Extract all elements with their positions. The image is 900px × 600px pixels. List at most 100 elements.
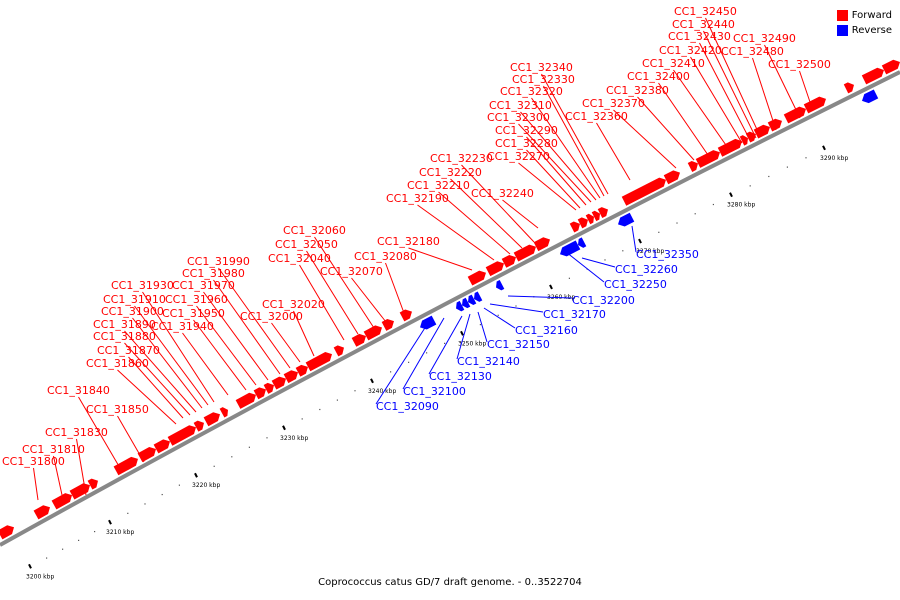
- forward-gene: [501, 254, 517, 268]
- gene-leader-line: [203, 291, 269, 381]
- forward-gene: [271, 376, 286, 390]
- minor-tick: [426, 352, 428, 354]
- gene-leader-line: [117, 369, 177, 425]
- gene-label: CC1_32150: [487, 338, 550, 351]
- major-tick: [194, 472, 198, 478]
- major-tick: [370, 378, 374, 384]
- tick-label: 3210 kbp: [106, 529, 134, 536]
- gene-label: CC1_31870: [97, 344, 160, 357]
- reverse-gene: [455, 300, 465, 312]
- reverse-gene: [474, 291, 483, 302]
- gene-label: CC1_32320: [500, 85, 563, 98]
- forward-swatch-icon: [836, 10, 848, 21]
- gene-leader-line: [799, 70, 813, 109]
- gene-label: CC1_32270: [487, 150, 550, 163]
- gene-leader-line: [128, 356, 184, 419]
- gene-label: CC1_32370: [582, 97, 645, 110]
- gene-leader-line: [196, 305, 257, 386]
- forward-gene: [295, 364, 308, 377]
- forward-gene: [843, 82, 855, 94]
- legend-item-forward: Forward: [836, 8, 892, 23]
- forward-gene: [881, 59, 900, 75]
- legend-label-reverse: Reverse: [851, 25, 892, 36]
- gene-leader-line: [182, 332, 229, 396]
- gene-label: CC1_32090: [376, 400, 439, 413]
- gene-label: CC1_32170: [543, 308, 606, 321]
- gene-leader-line: [132, 317, 203, 409]
- tick-label: 3280 kbp: [727, 202, 755, 209]
- forward-gene: [253, 387, 266, 400]
- map-caption: Coprococcus catus GD/7 draft genome. - 0…: [318, 577, 582, 588]
- gene-leader-line: [489, 303, 544, 313]
- gene-label: CC1_32430: [668, 30, 731, 43]
- minor-tick: [161, 493, 163, 496]
- forward-gene: [695, 150, 720, 168]
- forward-gene: [167, 425, 197, 446]
- forward-gene: [717, 138, 743, 157]
- gene-leader-line: [456, 313, 471, 360]
- gene-label: CC1_32220: [419, 166, 482, 179]
- minor-tick: [479, 324, 481, 326]
- forward-gene: [333, 345, 344, 357]
- major-tick: [729, 192, 733, 198]
- gene-label: CC1_32260: [615, 263, 678, 276]
- reverse-gene: [462, 297, 471, 309]
- gene-leader-line: [518, 123, 592, 203]
- gene-leader-line: [76, 438, 87, 496]
- gene-leader-line: [705, 17, 761, 137]
- gene-leader-line: [417, 204, 495, 261]
- gene-label: CC1_31950: [162, 307, 225, 320]
- reverse-gene: [578, 237, 587, 248]
- minor-tick: [266, 437, 268, 439]
- major-tick: [822, 145, 826, 151]
- gene-leader-line: [673, 69, 729, 149]
- gene-leader-line: [428, 315, 463, 375]
- forward-gene: [577, 217, 589, 229]
- forward-gene: [739, 135, 748, 146]
- minor-tick: [604, 259, 606, 261]
- gene-label: CC1_31830: [45, 426, 108, 439]
- minor-tick: [62, 548, 64, 550]
- forward-gene: [113, 456, 138, 476]
- gene-label: CC1_32360: [565, 110, 628, 123]
- minor-tick: [94, 530, 96, 533]
- minor-tick: [786, 166, 788, 168]
- gene-label: CC1_31980: [182, 267, 245, 280]
- gene-label: CC1_31860: [86, 357, 149, 370]
- gene-label: CC1_32310: [489, 99, 552, 112]
- forward-gene: [591, 210, 600, 222]
- tick-label: 3240 kbp: [368, 388, 396, 395]
- gene-leader-line: [518, 162, 577, 211]
- gene-leader-line: [596, 122, 631, 181]
- gene-leader-line: [703, 30, 757, 139]
- legend: Forward Reverse: [836, 8, 892, 38]
- gene-leader-line: [142, 291, 215, 403]
- gene-leader-line: [124, 330, 197, 413]
- gene-label: CC1_31880: [93, 330, 156, 343]
- gene-label: CC1_32230: [430, 152, 493, 165]
- gene-label: CC1_32410: [642, 57, 705, 70]
- minor-tick: [301, 418, 303, 420]
- gene-label: CC1_32400: [627, 70, 690, 83]
- forward-gene: [235, 392, 257, 409]
- gene-leader-line: [53, 455, 63, 496]
- gene-leader-line: [565, 251, 605, 283]
- forward-gene: [513, 244, 536, 262]
- gene-label: CC1_31900: [101, 305, 164, 318]
- forward-gene: [305, 352, 333, 372]
- forward-gene: [33, 505, 51, 520]
- forward-gene: [363, 325, 382, 341]
- forward-gene: [861, 67, 884, 85]
- gene-label: CC1_32160: [515, 324, 578, 337]
- minor-tick: [515, 305, 517, 307]
- gene-leader-line: [658, 82, 709, 156]
- gene-leader-line: [502, 199, 539, 229]
- gene-label: CC1_32210: [407, 179, 470, 192]
- gene-label: CC1_31800: [2, 455, 65, 468]
- minor-tick: [78, 539, 80, 541]
- gene-label: CC1_32490: [733, 32, 796, 45]
- tick-label: 3270 kbp: [636, 248, 664, 255]
- gene-leader-line: [581, 257, 616, 268]
- gene-label: CC1_31840: [47, 384, 110, 397]
- forward-gene: [399, 309, 412, 322]
